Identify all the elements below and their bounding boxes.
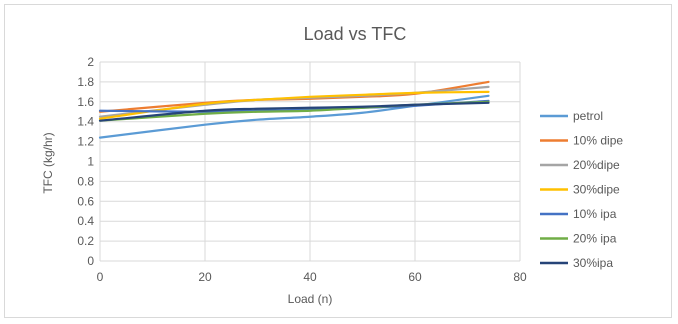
y-tick-label: 1.8 xyxy=(77,75,94,89)
y-axis-label: TFC (kg/hr) xyxy=(41,132,55,193)
y-axis-ticks: 0 0.2 0.4 0.6 0.8 1 1.2 1.4 1.6 1.8 2 xyxy=(77,55,94,268)
legend-label-10-ipa: 10% ipa xyxy=(573,207,617,221)
legend-label-20-ipa: 20% ipa xyxy=(573,232,617,246)
y-tick-label: 0.4 xyxy=(77,214,94,228)
x-tick-label: 40 xyxy=(303,270,317,284)
y-tick-label: 0.6 xyxy=(77,194,94,208)
legend: petrol 10% dipe 20%dipe 30%dipe 10% ipa 20% i… xyxy=(540,109,623,270)
x-axis-label: Load (n) xyxy=(288,292,333,306)
series-line-30-ipa xyxy=(98,101,490,122)
legend-label-10-dipe: 10% dipe xyxy=(573,134,623,148)
legend-label-30-ipa: 30%ipa xyxy=(573,256,613,270)
y-tick-label: 1 xyxy=(87,155,94,169)
legend-label-30-dipe: 30%dipe xyxy=(573,183,620,197)
x-tick-label: 60 xyxy=(408,270,422,284)
y-tick-label: 0.8 xyxy=(77,174,94,188)
y-tick-label: 1.6 xyxy=(77,95,94,109)
y-tick-label: 0.2 xyxy=(77,234,94,248)
x-tick-label: 20 xyxy=(198,270,212,284)
y-tick-label: 1.2 xyxy=(77,135,94,149)
x-axis-ticks: 0 20 40 60 80 xyxy=(97,270,527,284)
y-tick-label: 0 xyxy=(87,254,94,268)
chart-title: Load vs TFC xyxy=(304,24,407,44)
x-tick-label: 80 xyxy=(513,270,527,284)
series-lines xyxy=(98,80,490,139)
legend-label-petrol: petrol xyxy=(573,109,603,123)
x-tick-label: 0 xyxy=(97,270,104,284)
legend-label-20-dipe: 20%dipe xyxy=(573,158,620,172)
y-tick-label: 1.4 xyxy=(77,115,94,129)
y-tick-label: 2 xyxy=(87,55,94,69)
series-line-30-dipe xyxy=(98,90,490,120)
grid-lines xyxy=(99,61,521,262)
